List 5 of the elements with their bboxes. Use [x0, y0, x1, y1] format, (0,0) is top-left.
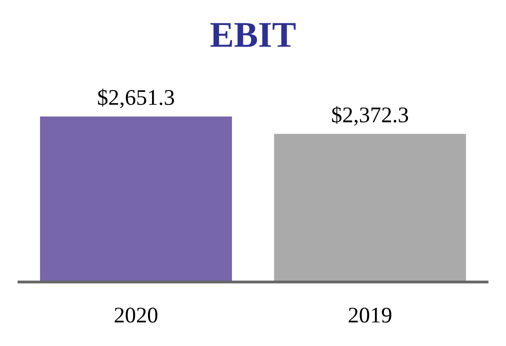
x-tick-label: 2019 — [348, 308, 392, 323]
x-tick-label: 2020 — [114, 308, 158, 323]
data-label: $2,651.3 — [98, 88, 174, 108]
data-label: $2,372.3 — [332, 106, 408, 126]
chart-title: EBIT — [210, 23, 296, 47]
